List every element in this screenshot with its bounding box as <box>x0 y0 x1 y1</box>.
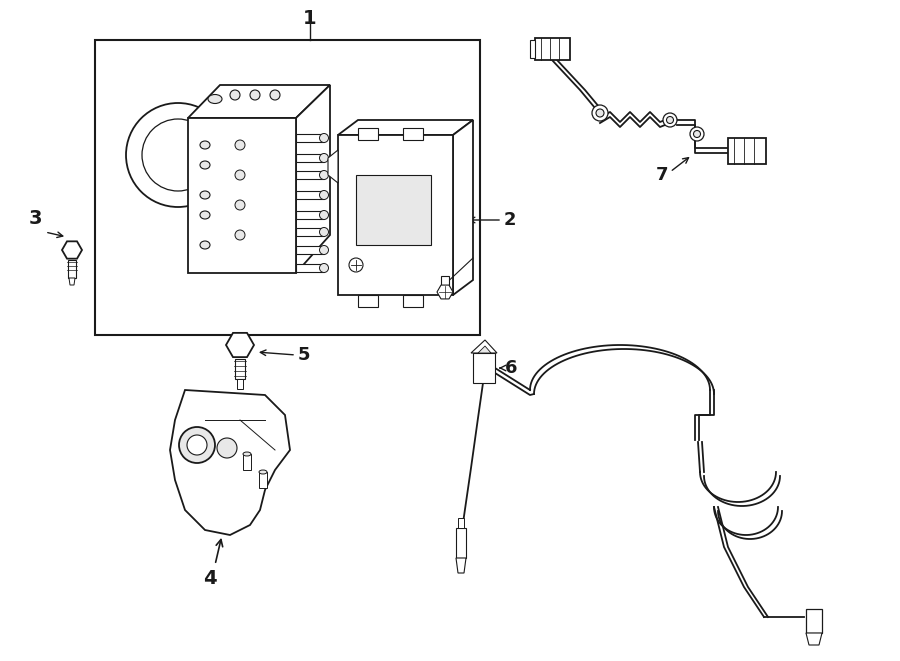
Circle shape <box>187 435 207 455</box>
Bar <box>806 609 822 633</box>
Text: 2: 2 <box>504 211 517 229</box>
Circle shape <box>667 116 673 124</box>
Circle shape <box>270 90 280 100</box>
Circle shape <box>235 200 245 210</box>
Ellipse shape <box>200 161 210 169</box>
Text: 3: 3 <box>28 208 41 227</box>
Polygon shape <box>806 633 822 645</box>
Bar <box>296 191 324 199</box>
Circle shape <box>592 105 608 121</box>
Ellipse shape <box>259 470 267 474</box>
Text: 6: 6 <box>505 359 518 377</box>
Circle shape <box>179 427 215 463</box>
Circle shape <box>126 103 230 207</box>
Ellipse shape <box>208 95 222 104</box>
Ellipse shape <box>243 452 251 456</box>
Polygon shape <box>170 390 290 535</box>
Bar <box>296 134 324 142</box>
Polygon shape <box>453 120 473 295</box>
Circle shape <box>250 90 260 100</box>
Circle shape <box>235 140 245 150</box>
Text: 5: 5 <box>298 346 310 364</box>
Bar <box>358 128 378 140</box>
Bar <box>728 138 766 164</box>
Ellipse shape <box>200 241 210 249</box>
Bar <box>296 228 324 236</box>
Bar <box>296 246 324 254</box>
Bar <box>535 38 570 60</box>
Bar <box>296 264 324 272</box>
Circle shape <box>320 245 328 254</box>
Circle shape <box>320 227 328 237</box>
Ellipse shape <box>200 191 210 199</box>
Circle shape <box>320 190 328 200</box>
Circle shape <box>217 438 237 458</box>
Circle shape <box>320 171 328 180</box>
Text: 4: 4 <box>203 568 217 588</box>
Polygon shape <box>471 340 497 353</box>
Bar <box>473 353 495 383</box>
Bar <box>358 295 378 307</box>
Bar <box>441 276 449 288</box>
Circle shape <box>320 153 328 163</box>
Ellipse shape <box>200 141 210 149</box>
Bar <box>458 518 464 528</box>
Ellipse shape <box>200 211 210 219</box>
Circle shape <box>596 109 604 117</box>
Bar <box>95 40 480 335</box>
Bar <box>259 472 267 488</box>
Text: 7: 7 <box>655 166 668 184</box>
Bar <box>235 359 245 379</box>
Polygon shape <box>530 40 535 58</box>
Bar <box>188 118 296 273</box>
Circle shape <box>694 130 700 137</box>
Bar <box>68 260 76 278</box>
Circle shape <box>663 113 677 127</box>
Bar <box>338 135 453 295</box>
Circle shape <box>320 264 328 272</box>
Circle shape <box>320 210 328 219</box>
Circle shape <box>235 170 245 180</box>
Polygon shape <box>296 85 330 273</box>
Polygon shape <box>69 278 75 285</box>
Bar <box>237 379 243 389</box>
Polygon shape <box>338 120 473 135</box>
Bar <box>403 295 423 307</box>
Text: 1: 1 <box>303 9 317 28</box>
Polygon shape <box>478 346 491 353</box>
Bar <box>296 154 324 162</box>
Circle shape <box>320 134 328 143</box>
Bar <box>243 454 251 470</box>
Polygon shape <box>188 85 330 118</box>
Bar <box>403 128 423 140</box>
Circle shape <box>235 230 245 240</box>
Circle shape <box>230 90 240 100</box>
Bar <box>296 211 324 219</box>
Polygon shape <box>328 150 338 183</box>
Bar <box>456 528 466 558</box>
Circle shape <box>349 258 363 272</box>
Circle shape <box>690 127 704 141</box>
Bar <box>296 171 324 179</box>
Bar <box>356 175 431 245</box>
Circle shape <box>142 119 214 191</box>
Polygon shape <box>456 558 466 573</box>
